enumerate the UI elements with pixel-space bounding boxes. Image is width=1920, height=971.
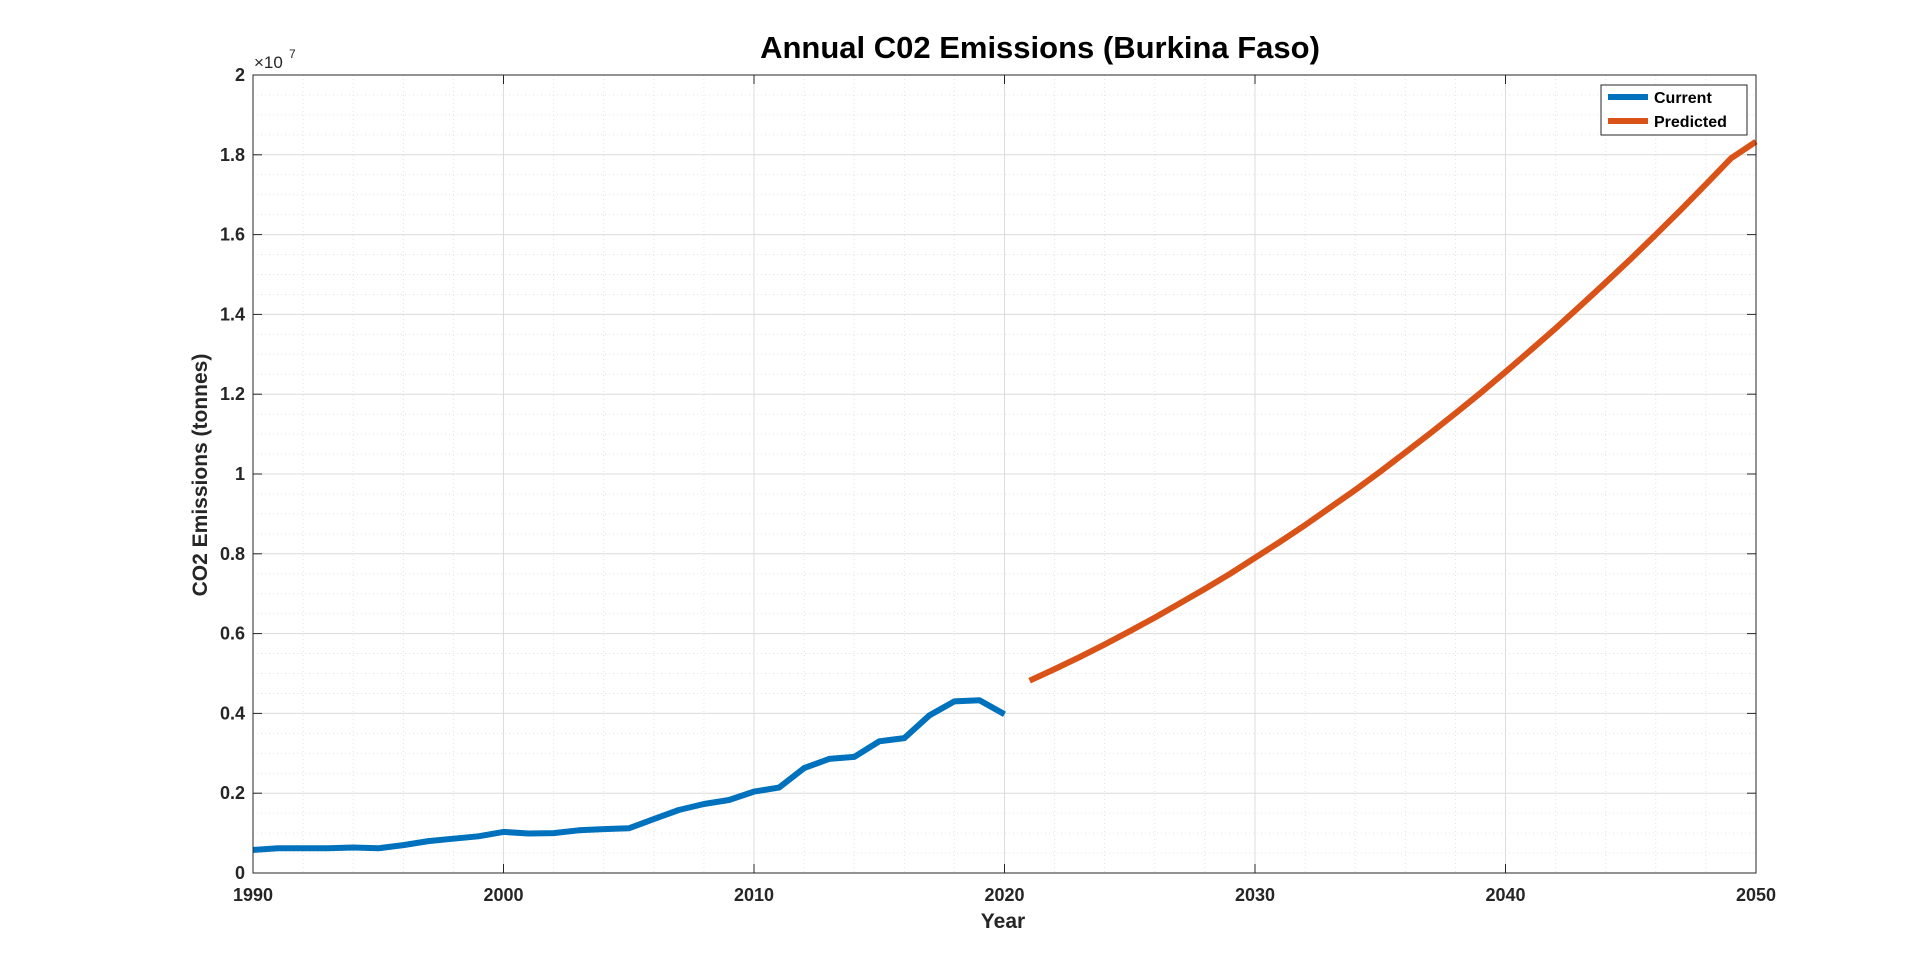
y-exponent-base: ×10 bbox=[254, 53, 283, 72]
x-axis-label: Year bbox=[981, 910, 1025, 933]
legend-box bbox=[1600, 84, 1748, 136]
chart-title: Annual C02 Emissions (Burkina Faso) bbox=[760, 30, 1320, 65]
y-tick-label: 0.8 bbox=[220, 544, 245, 564]
y-tick-label: 1.6 bbox=[220, 225, 245, 245]
y-tick-label: 0 bbox=[235, 863, 245, 883]
y-tick-label: 1.4 bbox=[220, 304, 245, 324]
x-tick-label: 2050 bbox=[1736, 885, 1776, 905]
series-line-current bbox=[252, 697, 1006, 853]
series-layer bbox=[252, 139, 1758, 853]
y-tick-label: 0.4 bbox=[220, 703, 245, 723]
legend-label-current: Current bbox=[1654, 90, 1712, 107]
legend-label-predicted: Predicted bbox=[1654, 114, 1727, 131]
y-axis-label: CO2 Emissions (tonnes) bbox=[189, 354, 212, 597]
x-tick-label: 2040 bbox=[1485, 885, 1525, 905]
y-tick-label: 1.8 bbox=[220, 145, 245, 165]
x-tick-label: 2020 bbox=[984, 885, 1024, 905]
x-tick-label: 2030 bbox=[1235, 885, 1275, 905]
y-tick-label: 1.2 bbox=[220, 384, 245, 404]
y-tick-label: 0.2 bbox=[220, 783, 245, 803]
tick-labels: 1990 2000 2010 2020 2030 2040 2050 0 0.2 0.4 0.6 0.… bbox=[220, 65, 1776, 905]
series-line-predicted bbox=[1028, 139, 1758, 684]
x-tick-label: 2000 bbox=[483, 885, 523, 905]
y-exponent: ×10 7 bbox=[254, 47, 296, 72]
y-tick-label: 1 bbox=[235, 464, 245, 484]
x-tick-label: 1990 bbox=[233, 885, 273, 905]
ticks bbox=[252, 74, 1757, 874]
y-tick-label: 2 bbox=[235, 65, 245, 85]
y-tick-label: 0.6 bbox=[220, 624, 245, 644]
y-exponent-power: 7 bbox=[289, 47, 296, 61]
legend: Current Predicted bbox=[1600, 84, 1748, 136]
x-tick-label: 2010 bbox=[734, 885, 774, 905]
